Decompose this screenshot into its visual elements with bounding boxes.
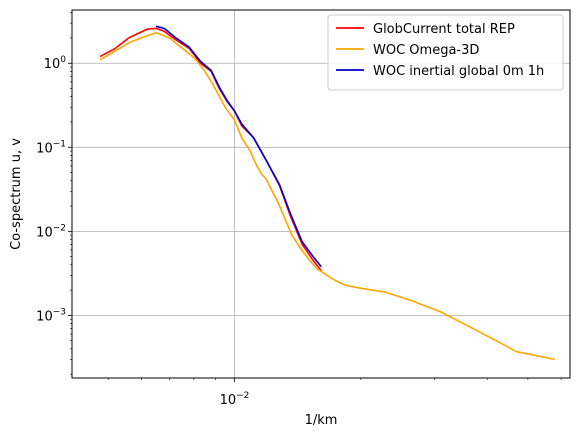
series-layer <box>99 25 556 361</box>
y-tick-label-base: 10 <box>44 57 61 72</box>
y-tick-label: 10−3 <box>36 307 66 324</box>
legend: GlobCurrent total REP WOC Omega-3D WOC ine… <box>327 14 564 91</box>
x-tick-label-base: 10 <box>220 393 237 408</box>
axes-frame <box>71 9 571 379</box>
y-tick-label-exponent: −1 <box>53 139 66 149</box>
y-tick-label-exponent: −3 <box>53 307 66 317</box>
plot-area <box>99 25 556 361</box>
y-tick-label-exponent: −2 <box>53 223 66 233</box>
x-axis-ticks: 10−2 <box>107 378 562 408</box>
x-tick-label-exponent: −2 <box>236 391 249 401</box>
legend-entry-label: GlobCurrent total REP <box>373 22 515 37</box>
y-tick-label: 10−2 <box>36 223 66 240</box>
series-line-2 <box>99 31 556 361</box>
legend-entry-label: WOC inertial global 0m 1h <box>373 64 544 79</box>
legend-box <box>327 14 564 91</box>
x-axis-label: 1/km <box>305 413 338 428</box>
y-tick-label-base: 10 <box>36 309 53 324</box>
y-tick-label: 100 <box>44 55 67 72</box>
y-tick-label-base: 10 <box>36 225 53 240</box>
y-tick-label-base: 10 <box>36 141 53 156</box>
x-tick-label: 10−2 <box>220 391 250 408</box>
y-tick-label-exponent: 0 <box>60 55 66 65</box>
legend-entry-label: WOC Omega-3D <box>373 43 479 58</box>
series-line-3 <box>155 25 322 268</box>
y-tick-label: 10−1 <box>36 139 66 156</box>
y-axis-label: Co-spectrum u, v <box>9 138 24 250</box>
